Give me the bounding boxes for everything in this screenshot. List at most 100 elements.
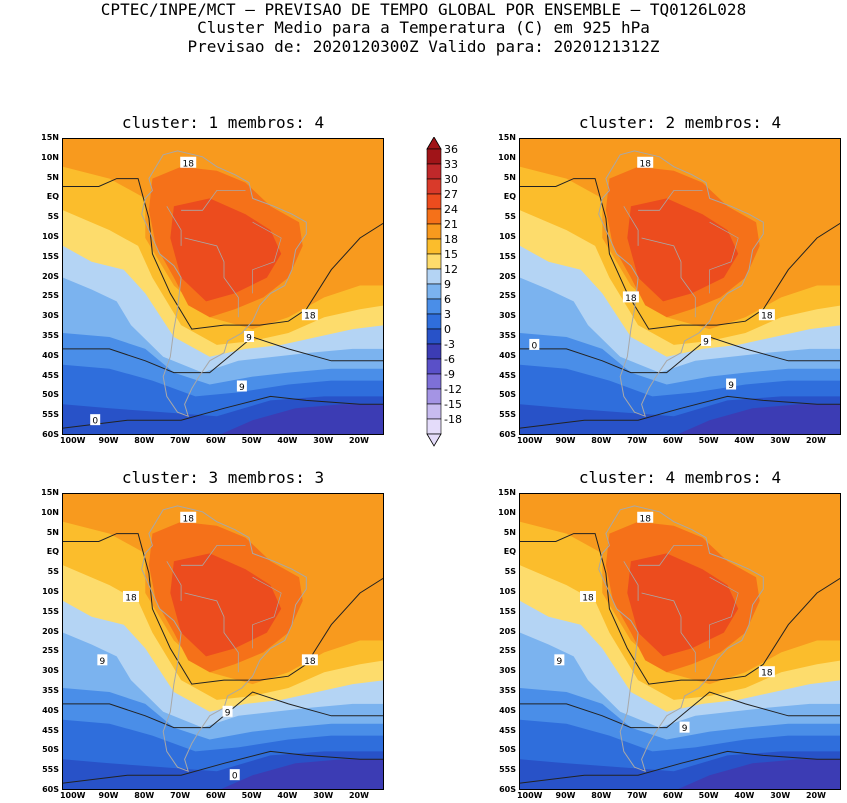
lat-tick-label: 10S: [42, 587, 59, 596]
lat-tick-label: 60S: [499, 430, 516, 439]
lat-tick-label: 30S: [499, 666, 516, 676]
border: [184, 592, 239, 673]
panel-title: cluster: 2 membros: 4: [578, 113, 782, 132]
lat-tick-label: 20S: [499, 626, 516, 636]
lat-tick-label: 20S: [42, 271, 59, 281]
svg-text:9: 9: [682, 724, 688, 734]
contour-label: 0: [90, 414, 101, 427]
lat-tick-label: 15S: [42, 606, 59, 616]
lat-tick-label: EQ: [46, 547, 59, 557]
svg-text:18: 18: [639, 514, 651, 524]
lon-tick-label: 50W: [241, 791, 262, 800]
lat-tick-label: 45S: [499, 725, 516, 735]
lon-tick-label: 60W: [205, 791, 226, 800]
colorbar-label: 18: [444, 233, 458, 246]
contour-label: 18: [758, 666, 775, 679]
svg-text:18: 18: [182, 514, 194, 524]
lon-tick-label: 100W: [59, 436, 86, 445]
lat-tick-label: 15S: [42, 251, 59, 261]
lat-tick-label: 60S: [499, 785, 516, 794]
lon-tick-label: 80W: [134, 436, 155, 445]
lon-tick-label: 70W: [627, 436, 648, 445]
field-neg3: [221, 759, 383, 789]
lat-tick-label: 60S: [42, 430, 59, 439]
lon-tick-label: 60W: [662, 436, 683, 445]
forecast-dates: Previsao de: 2020120300Z Valido para: 20…: [187, 37, 660, 56]
contour-0: [520, 395, 840, 429]
lon-tick-label: 20W: [805, 791, 826, 800]
lon-tick-label: 30W: [313, 791, 334, 800]
contour-18: [520, 178, 840, 330]
border: [638, 190, 703, 211]
svg-text:0: 0: [92, 417, 98, 427]
lon-tick-label: 90W: [98, 791, 119, 800]
field-27: [627, 198, 739, 302]
colorbar-label: 33: [444, 158, 458, 171]
colorbar-label: 3: [444, 308, 451, 321]
contour-label: 18: [579, 590, 596, 603]
svg-text:9: 9: [246, 334, 252, 344]
lat-tick-label: 25S: [499, 646, 516, 656]
lat-tick-label: 45S: [499, 370, 516, 380]
map-canvas: 18 18 18 9 9 0: [520, 139, 840, 434]
lat-tick-label: 15N: [498, 488, 516, 497]
contour-label: 18: [180, 511, 197, 524]
lat-tick-label: 5S: [504, 212, 516, 222]
field-27: [627, 553, 739, 657]
contour-label: 9: [97, 654, 108, 667]
lat-tick-label: 30S: [499, 311, 516, 321]
border: [623, 561, 639, 601]
temperature-map: 18 18 9 9 0: [62, 138, 384, 435]
contour-9: [520, 336, 840, 374]
colorbar-swatch: [426, 328, 442, 345]
lat-tick-label: 40S: [42, 350, 59, 360]
lon-tick-label: 80W: [134, 791, 155, 800]
lon-tick-label: 30W: [770, 791, 791, 800]
contour-label: 9: [222, 705, 233, 718]
border: [623, 206, 639, 246]
lon-tick-label: 40W: [734, 436, 755, 445]
lat-tick-label: EQ: [46, 192, 59, 202]
map-canvas: 18 18 18 9 9: [520, 494, 840, 789]
lat-tick-label: 10N: [498, 507, 516, 517]
colorbar-swatch: [426, 238, 442, 255]
lon-tick-label: 100W: [516, 791, 543, 800]
contour-label: 18: [301, 654, 318, 667]
colorbar-swatch: [426, 148, 442, 165]
colorbar-swatch: [426, 268, 442, 285]
lon-tick-label: 40W: [734, 791, 755, 800]
colorbar-label: -18: [444, 413, 462, 426]
colorbar-label: 9: [444, 278, 451, 291]
svg-text:18: 18: [182, 159, 194, 169]
colorbar-swatch: [426, 298, 442, 315]
svg-text:18: 18: [761, 669, 773, 679]
lat-tick-label: 40S: [499, 705, 516, 715]
lat-tick-label: 10N: [41, 152, 59, 162]
lon-tick-label: 20W: [348, 791, 369, 800]
lon-tick-label: 30W: [770, 436, 791, 445]
border: [252, 576, 282, 649]
lat-tick-label: 15N: [498, 133, 516, 142]
lat-tick-label: 30S: [42, 666, 59, 676]
svg-text:9: 9: [556, 657, 562, 667]
border: [166, 561, 182, 601]
lat-tick-label: 55S: [499, 765, 516, 775]
colorbar-swatch: [426, 223, 442, 240]
field-neg3: [678, 759, 840, 789]
svg-text:18: 18: [582, 593, 594, 603]
contour-0: [520, 750, 840, 784]
contour-label: 0: [229, 769, 240, 782]
colorbar-swatch: [426, 388, 442, 405]
lat-tick-label: 35S: [42, 331, 59, 340]
lon-tick-label: 50W: [241, 436, 262, 445]
colorbar-label: -12: [444, 383, 462, 396]
border: [184, 237, 239, 318]
panel-title: cluster: 4 membros: 4: [578, 468, 782, 487]
colorbar-label: 30: [444, 173, 458, 186]
lat-tick-label: 5N: [503, 527, 516, 537]
lat-tick-label: 45S: [42, 725, 59, 735]
figure-title: CPTEC/INPE/MCT — PREVISAO DE TEMPO GLOBA…: [100, 0, 747, 19]
lon-tick-label: 80W: [591, 436, 612, 445]
lat-tick-label: 35S: [42, 686, 59, 695]
